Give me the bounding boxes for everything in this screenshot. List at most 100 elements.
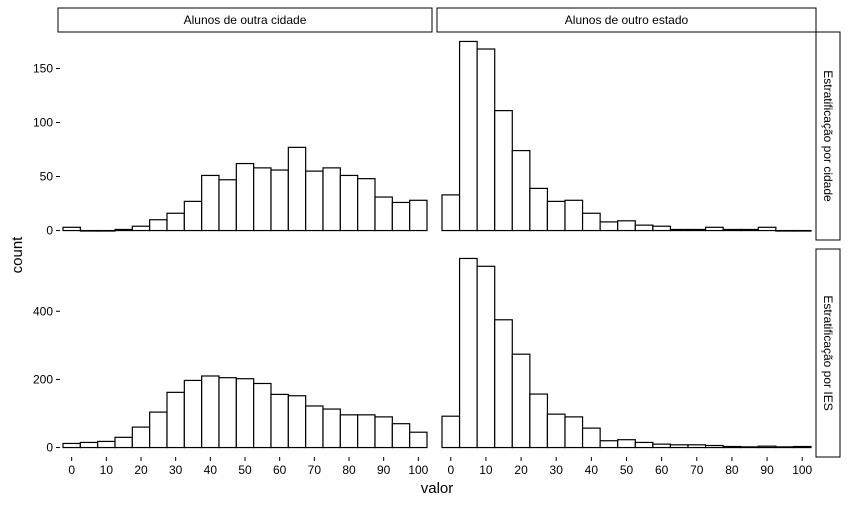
histogram-bar [339, 174, 359, 232]
histogram-bar [757, 226, 777, 232]
histogram-bar [166, 212, 185, 232]
y-tick-label: 100 [33, 115, 53, 129]
histogram-bar [634, 441, 654, 449]
histogram-bar [270, 169, 289, 232]
histogram-bar [253, 382, 272, 449]
histogram-bar [669, 228, 689, 232]
facet-panel [62, 146, 428, 232]
x-tick-label: 50 [620, 463, 634, 477]
histogram-bar [704, 444, 724, 449]
histogram-bar [131, 225, 151, 232]
facet-strip-row-label: Estratificação por cidade [821, 70, 835, 202]
x-tick-label: 40 [204, 463, 218, 477]
histogram-bar [458, 257, 478, 449]
histogram-bar [652, 443, 672, 449]
histogram-bar [581, 212, 601, 232]
histogram-bar [441, 415, 461, 449]
x-tick-label: 100 [408, 463, 428, 477]
x-tick-label: 50 [238, 463, 252, 477]
histogram-bar [409, 199, 428, 232]
histogram-bar [79, 229, 99, 232]
histogram-bar [740, 446, 759, 449]
facet-strip-column-label: Alunos de outra cidade [184, 13, 307, 27]
x-tick-label: 80 [342, 463, 356, 477]
histogram-bar [494, 110, 513, 232]
histogram-bar [687, 444, 707, 449]
histogram-bar [511, 353, 531, 449]
histogram-bar [704, 226, 724, 232]
histogram-bar [357, 414, 376, 449]
histogram-bar [740, 228, 759, 232]
histogram-bar [391, 201, 411, 232]
y-axis-title: count [9, 236, 26, 274]
histogram-bar [62, 226, 81, 232]
histogram-bar [634, 224, 654, 232]
histogram-bar [287, 146, 307, 232]
histogram-bar [305, 170, 324, 232]
histogram-bar [792, 445, 812, 449]
histogram-bar [183, 379, 203, 449]
x-tick-label: 70 [690, 463, 704, 477]
x-tick-label: 30 [550, 463, 564, 477]
histogram-bar [339, 414, 359, 449]
histogram-bar [149, 411, 168, 449]
y-tick-label: 400 [33, 304, 53, 318]
histogram-bar [357, 178, 376, 232]
histogram-bar [322, 167, 341, 232]
histogram-bar [114, 228, 133, 232]
histogram-bar [409, 431, 428, 449]
histogram-bar [235, 162, 255, 232]
histogram-bar [546, 413, 566, 449]
histogram-bar [617, 439, 636, 449]
histogram-bar [476, 48, 496, 232]
histogram-bar [270, 393, 289, 449]
facet-panel [441, 257, 812, 449]
x-tick-label: 0 [68, 463, 75, 477]
histogram-bar [287, 395, 307, 449]
x-tick-label: 60 [273, 463, 287, 477]
histogram-bar [322, 408, 341, 449]
histogram-bar [374, 196, 393, 232]
facet-strip-column [436, 7, 817, 33]
x-tick-label: 100 [792, 463, 812, 477]
histogram-bar [564, 416, 584, 449]
x-tick-label: 60 [655, 463, 669, 477]
histogram-bar [97, 440, 116, 449]
histogram-bar [458, 40, 478, 232]
histogram-bar [757, 445, 777, 449]
facet-strip-row [815, 31, 841, 241]
histogram-bar [183, 200, 203, 232]
histogram-bar [494, 319, 513, 449]
histogram-bar [201, 174, 220, 232]
x-tick-label: 10 [100, 463, 114, 477]
histogram-bar [305, 405, 324, 449]
facet-strip-column-label: Alunos de outro estado [565, 13, 689, 27]
histogram-bar [218, 377, 237, 449]
x-tick-label: 70 [308, 463, 322, 477]
histogram-bar [253, 167, 272, 232]
facet-panel [441, 40, 812, 232]
histogram-bar [687, 228, 707, 232]
x-tick-label: 20 [134, 463, 148, 477]
histogram-bar [529, 393, 549, 449]
histogram-bar [599, 440, 619, 449]
facet-strip-column [57, 7, 433, 33]
y-tick-label: 50 [40, 170, 54, 184]
histogram-bar [114, 436, 133, 449]
x-tick-label: 0 [447, 463, 454, 477]
histogram-bar [599, 221, 619, 232]
histogram-bar [97, 229, 116, 232]
histogram-bar [201, 375, 220, 449]
histogram-bar [792, 229, 812, 232]
histogram-bar [669, 444, 689, 449]
histogram-bar [617, 220, 636, 232]
histogram-bar [79, 441, 99, 449]
y-tick-label: 150 [33, 61, 53, 75]
x-axis-title: valor [421, 480, 454, 497]
histogram-bar [476, 265, 496, 449]
histogram-bar [511, 149, 531, 232]
histogram-bar [775, 446, 795, 449]
histogram-bar [546, 200, 566, 232]
histogram-bar [581, 427, 601, 449]
